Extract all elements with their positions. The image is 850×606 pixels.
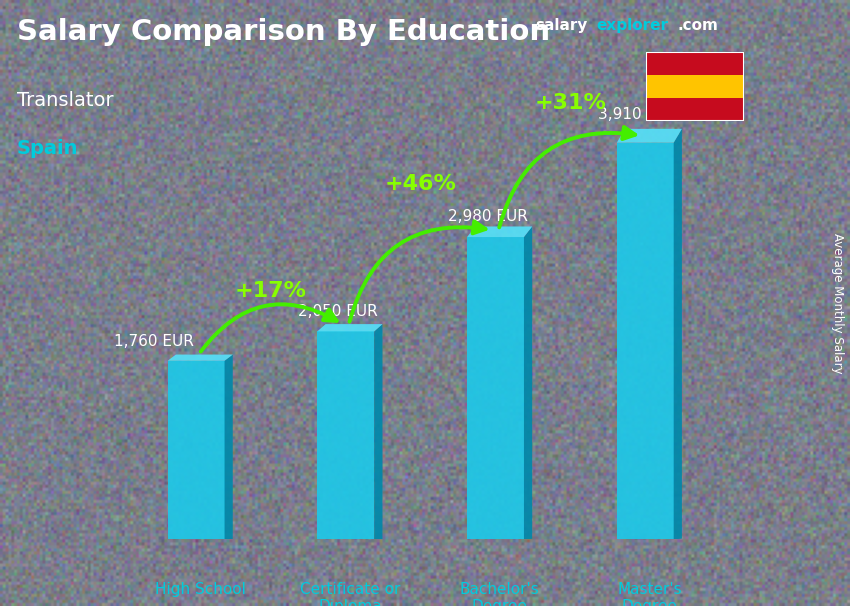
Text: Bachelor's
Degree: Bachelor's Degree [460,582,540,606]
Text: explorer: explorer [597,18,669,33]
Polygon shape [524,227,532,539]
Polygon shape [224,355,233,539]
Text: Average Monthly Salary: Average Monthly Salary [830,233,844,373]
Text: +31%: +31% [535,93,606,113]
Text: +17%: +17% [235,281,307,301]
Text: 3,910 EUR: 3,910 EUR [598,107,677,122]
Text: salary: salary [536,18,588,33]
Text: 2,980 EUR: 2,980 EUR [448,209,528,224]
Bar [646,98,744,121]
Text: Spain: Spain [17,139,78,158]
Polygon shape [167,355,233,361]
Polygon shape [617,129,682,142]
Text: High School: High School [155,582,246,597]
Polygon shape [674,129,682,539]
Bar [646,75,744,98]
Text: Salary Comparison By Education: Salary Comparison By Education [17,18,550,46]
Polygon shape [467,227,532,237]
Text: Master's
Degree: Master's Degree [617,582,682,606]
Text: Certificate or
Diploma: Certificate or Diploma [300,582,400,606]
Polygon shape [617,142,674,539]
Bar [646,52,744,75]
Polygon shape [317,331,374,539]
Polygon shape [317,324,382,331]
Text: Translator: Translator [17,91,114,110]
Text: 2,050 EUR: 2,050 EUR [298,304,378,319]
Polygon shape [374,324,382,539]
Polygon shape [467,237,524,539]
Polygon shape [167,361,224,539]
Text: +46%: +46% [385,175,456,195]
Text: 1,760 EUR: 1,760 EUR [114,334,194,348]
Text: .com: .com [677,18,718,33]
